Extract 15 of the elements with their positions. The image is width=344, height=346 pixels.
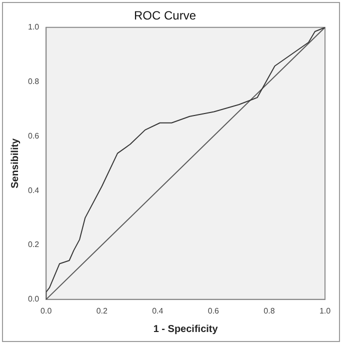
- y-tick-label: 0.8: [28, 77, 40, 86]
- y-tick-label: 0.0: [28, 294, 40, 304]
- x-tick-label: 0.0: [40, 306, 52, 316]
- x-axis-title: 1 - Specificity: [153, 324, 218, 335]
- y-tick-label: 0.6: [28, 131, 40, 140]
- y-tick-label: 1.0: [28, 22, 40, 32]
- y-tick-label: 0.2: [28, 240, 40, 250]
- chart-title: ROC Curve: [134, 8, 196, 23]
- y-tick-label: 0.4: [28, 186, 40, 195]
- x-tick-label: 0.8: [264, 306, 276, 316]
- x-tick-label: 0.2: [96, 306, 108, 316]
- x-tick-label: 0.6: [208, 306, 220, 316]
- x-tick-label: 1.0: [319, 306, 332, 316]
- y-axis-title: Sensibility: [10, 138, 21, 188]
- x-tick-label: 0.4: [152, 306, 164, 316]
